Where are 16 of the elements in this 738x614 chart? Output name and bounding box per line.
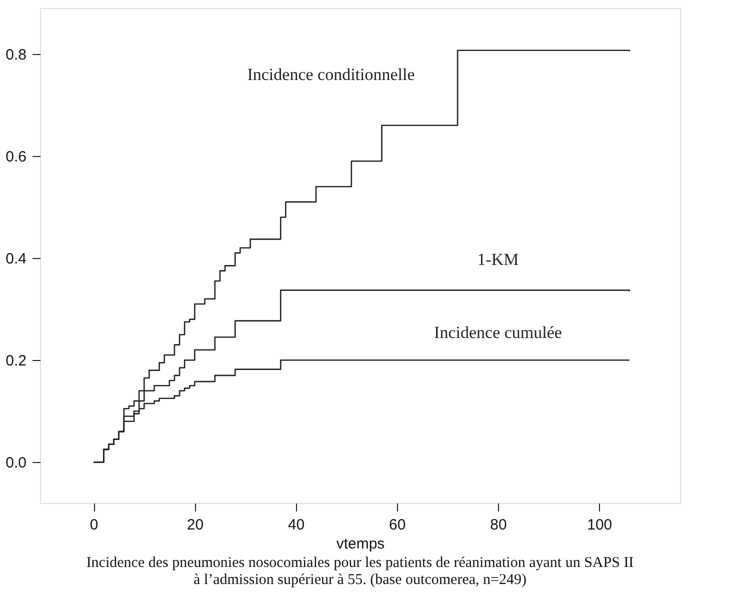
y-tick-label: 0.6	[6, 148, 26, 166]
x-axis-title: vtemps	[336, 536, 385, 552]
x-tick-label: 100	[587, 516, 612, 534]
x-tick-label: 20	[186, 516, 204, 534]
x-tick-label: 60	[389, 516, 406, 534]
y-tick-label: 0.4	[6, 250, 26, 268]
text: Incidence conditionnelle	[247, 65, 415, 84]
series-label: Incidence cumulée	[434, 323, 562, 342]
x-tick-label: 80	[490, 516, 507, 534]
series-label: 1-KM	[477, 250, 519, 269]
y-tick-label: 0.0	[6, 454, 26, 472]
x-tick-label: 0	[90, 516, 98, 534]
y-tick-label: 0.2	[6, 352, 26, 370]
text: Incidence des pneumonies nosocomiales pour les patients de réanimation ayant un SAPS II à l’admission supérieur à 55. (base outcomerea, n=249)	[86, 555, 634, 588]
y-tick-label: 0.8	[6, 46, 26, 64]
x-tick-label: 40	[288, 516, 305, 534]
